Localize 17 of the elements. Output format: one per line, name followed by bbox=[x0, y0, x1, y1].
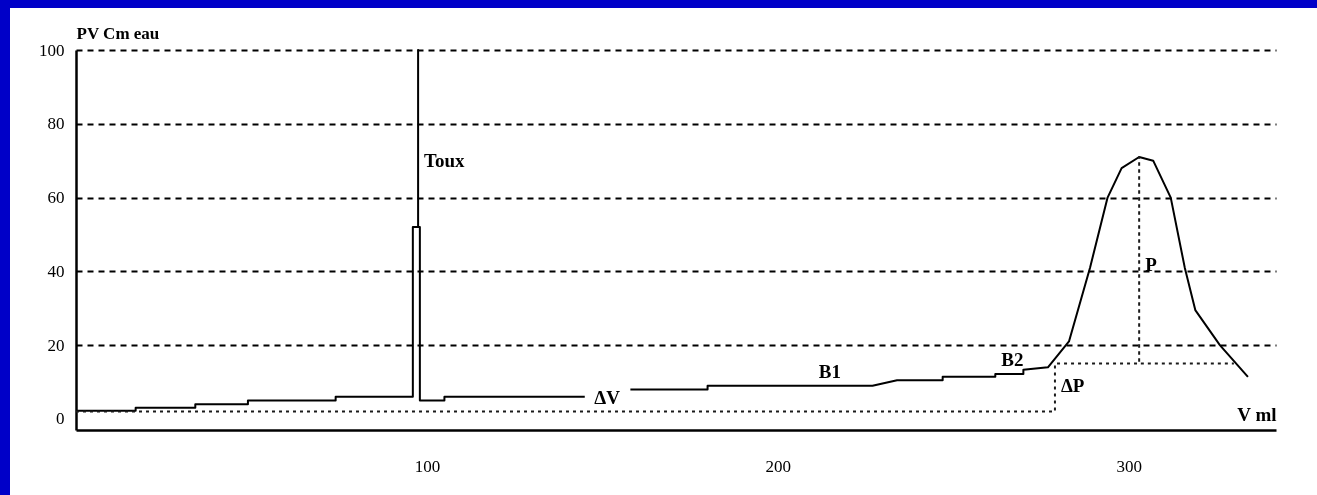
x-tick-label: 200 bbox=[765, 456, 791, 476]
annotation: Toux bbox=[424, 150, 466, 172]
y-tick-label: 100 bbox=[39, 40, 65, 60]
y-tick-label: 0 bbox=[56, 409, 65, 429]
x-tick-label: 300 bbox=[1116, 456, 1142, 476]
y-tick-label: 40 bbox=[47, 261, 65, 281]
annotation: B2 bbox=[1001, 348, 1024, 370]
y-tick-label: 60 bbox=[47, 188, 65, 208]
y-tick-label: 80 bbox=[47, 114, 65, 134]
x-axis-title: V ml bbox=[1237, 403, 1277, 425]
annotation: ΔP bbox=[1060, 375, 1085, 397]
y-axis-title: PV Cm eau bbox=[76, 23, 160, 43]
annotation: ΔV bbox=[594, 386, 621, 408]
annotation: B1 bbox=[818, 360, 842, 382]
y-tick-label: 20 bbox=[47, 335, 65, 355]
annotation: P bbox=[1145, 253, 1158, 275]
x-tick-label: 100 bbox=[414, 456, 441, 476]
